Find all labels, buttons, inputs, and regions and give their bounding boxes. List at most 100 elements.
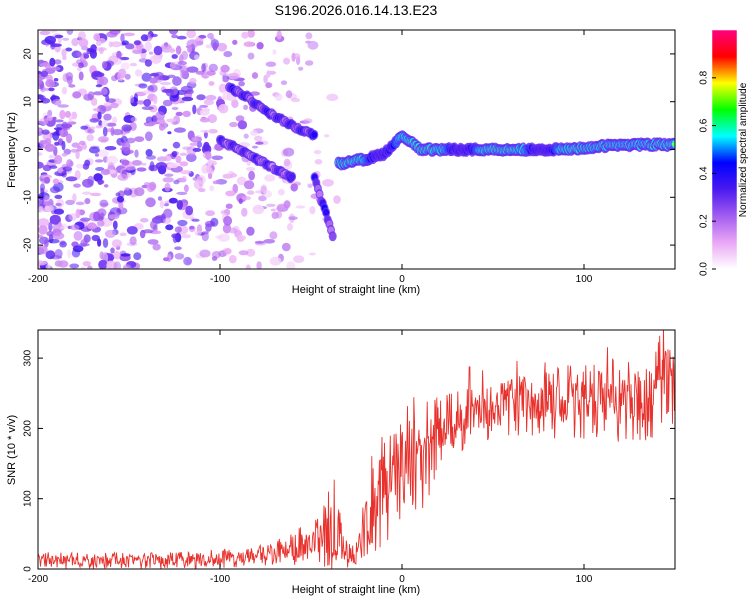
colorbar: 0.0 0.2 0.4 0.6 0.8 Normalized spectral ampl… xyxy=(699,29,749,276)
spectrogram-blob xyxy=(212,42,218,51)
spectrogram-blob xyxy=(58,221,62,228)
spectrogram-xtick-label: -200 xyxy=(28,274,48,285)
spectrogram-blob xyxy=(70,148,79,153)
spectrogram-blob xyxy=(235,115,245,122)
spectrogram-blob xyxy=(93,211,101,222)
spectrogram-blob xyxy=(43,195,50,202)
spectrogram-blob xyxy=(201,231,209,242)
spectrogram-blob xyxy=(232,39,238,45)
spectrogram-blob xyxy=(144,131,153,142)
spectrogram-blob xyxy=(163,155,172,162)
spectrogram-blob xyxy=(117,71,124,81)
spectrogram-blob xyxy=(287,223,293,231)
spectrogram-blob xyxy=(71,142,80,148)
spectrogram-blob xyxy=(110,247,115,254)
spectrogram-blob xyxy=(110,127,115,136)
spectrogram-blob xyxy=(120,62,130,70)
spectrogram-blob xyxy=(153,94,158,105)
spectrogram-blob xyxy=(71,111,78,120)
spectrogram-blob xyxy=(218,233,230,242)
spectrogram-blob xyxy=(87,265,93,269)
colorbar-tick-label: 0.6 xyxy=(699,118,710,132)
spectrogram-blob xyxy=(175,45,182,55)
spectrogram-blob xyxy=(113,250,121,260)
spectrogram-blob xyxy=(228,255,237,264)
spectrogram-blob xyxy=(100,169,111,176)
spectrogram-blob xyxy=(129,236,137,246)
spectrogram-blob xyxy=(322,179,334,187)
spectrogram-blob xyxy=(68,213,78,221)
spectrogram-ylabel: Frequency (Hz) xyxy=(6,112,18,188)
spectrogram-blob xyxy=(199,109,210,116)
spectrogram-blob xyxy=(126,226,138,235)
spectrogram-blob xyxy=(183,256,193,266)
spectrogram-blob xyxy=(44,205,54,212)
spectrogram-blob xyxy=(224,248,232,255)
spectrogram-blob xyxy=(217,42,228,52)
spectrogram-blob xyxy=(54,194,63,199)
snr-plot-area xyxy=(38,330,675,569)
spectrogram-blob xyxy=(140,162,147,166)
spectrogram-blob xyxy=(123,32,135,37)
spectrogram-blob xyxy=(58,260,69,268)
spectrogram-blob xyxy=(229,121,238,128)
spectrogram-blob xyxy=(135,69,143,77)
spectrogram-blob xyxy=(168,48,176,53)
spectrogram-blob xyxy=(145,155,157,160)
spectrogram-blob xyxy=(38,261,47,266)
spectrogram-blob xyxy=(192,104,197,115)
spectrogram-blob xyxy=(171,54,178,59)
spectrogram-blob xyxy=(38,128,42,132)
colorbar-tick-label: 0.8 xyxy=(699,70,710,84)
spectrogram-blob xyxy=(154,215,166,220)
spectrogram-blob xyxy=(61,48,67,57)
spectrogram-blob xyxy=(100,87,108,95)
spectrogram-blob xyxy=(86,134,94,142)
spectrogram-blob xyxy=(65,47,73,52)
snr-ytick-label: 0 xyxy=(23,566,34,572)
spectrogram-blob xyxy=(119,232,127,237)
spectrogram-blob xyxy=(65,199,75,206)
spectrogram-blob xyxy=(269,256,282,266)
spectrogram-blob xyxy=(98,149,109,158)
spectrogram-blob xyxy=(105,95,110,102)
spectrogram-blob xyxy=(38,218,50,228)
spectrogram-blob xyxy=(167,131,172,135)
spectrogram-blob xyxy=(209,185,215,192)
spectrogram-blob xyxy=(46,115,54,121)
spectrogram-blob xyxy=(93,173,103,182)
spectrogram-blob xyxy=(78,140,86,146)
spectrogram-blob xyxy=(251,72,259,79)
spectrogram-blob xyxy=(305,40,312,44)
spectrogram-blob xyxy=(283,158,291,167)
spectrogram-blob xyxy=(280,80,288,85)
snr-frame xyxy=(37,329,676,570)
spectrogram-blob xyxy=(78,243,90,247)
spectrogram-blob xyxy=(104,229,116,238)
spectrogram-blob xyxy=(177,219,188,227)
spectrogram-blob xyxy=(55,202,62,207)
spectrogram-blob xyxy=(182,110,191,118)
spectrogram-blob xyxy=(228,72,240,80)
spectrogram-blob xyxy=(130,117,137,122)
spectrogram-blob xyxy=(67,249,72,259)
spectrogram-xtick-label: 0 xyxy=(399,274,405,285)
spectrogram-blob xyxy=(185,205,194,216)
spectrogram-blob xyxy=(83,236,89,241)
spectrogram-blob xyxy=(121,124,132,132)
spectrogram-blob xyxy=(84,198,91,205)
spectrogram-blob xyxy=(95,124,103,129)
spectrogram-blob xyxy=(179,161,189,167)
spectrogram-blob xyxy=(207,159,213,167)
spectrogram-blob xyxy=(99,212,105,220)
snr-series-line xyxy=(38,330,675,569)
snr-panel: -200 -100 0 100 0 100 200 300 Height of straigh… xyxy=(6,329,676,596)
spectrogram-blob xyxy=(108,214,120,220)
spectrogram-blob xyxy=(95,47,107,52)
spectrogram-blob xyxy=(39,140,51,149)
spectrogram-blob xyxy=(205,151,212,161)
spectrogram-blob xyxy=(74,170,81,180)
spectrogram-blob xyxy=(129,62,137,67)
ridge-core xyxy=(312,133,317,137)
spectrogram-blob xyxy=(241,31,249,39)
